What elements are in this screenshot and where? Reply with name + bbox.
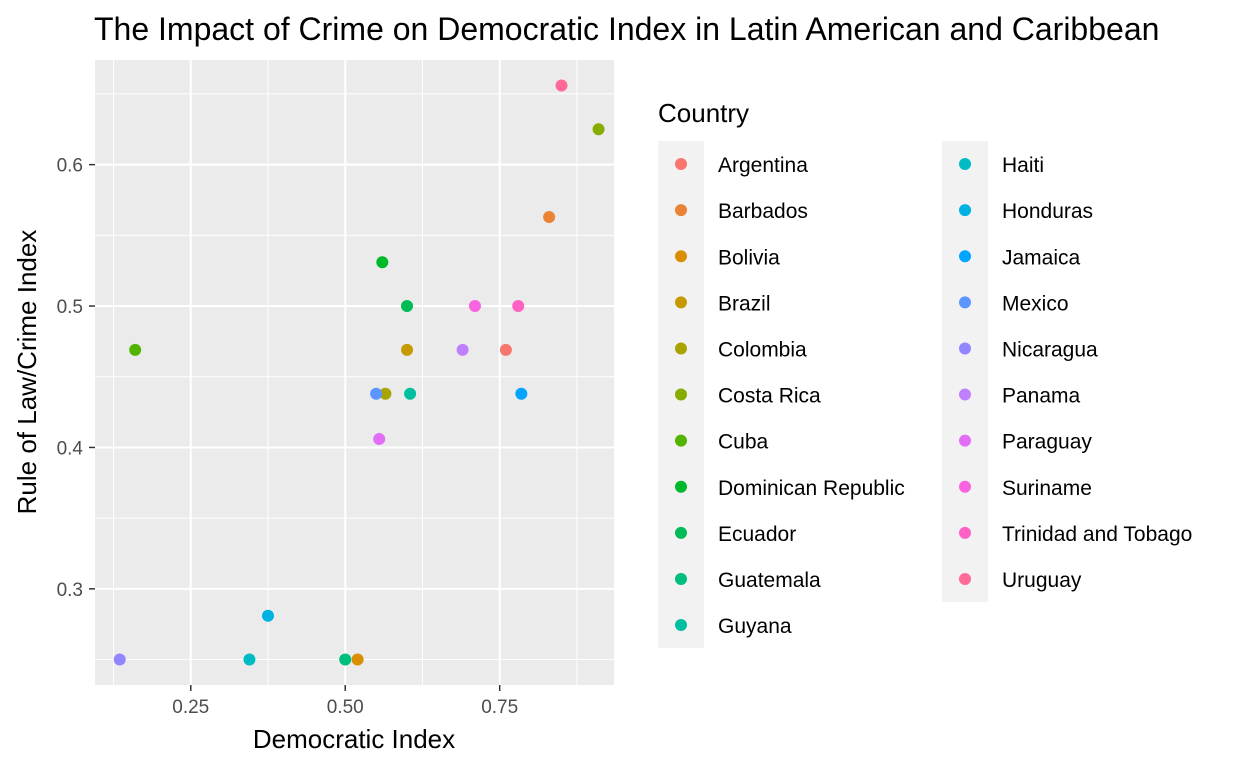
x-tick-label: 0.75 <box>481 697 518 718</box>
x-axis-title: Democratic Index <box>253 724 455 754</box>
data-point <box>370 387 383 400</box>
legend-label: Argentina <box>718 154 808 177</box>
data-point <box>512 300 525 313</box>
y-tick-label: 0.3 <box>57 580 83 601</box>
data-point <box>468 300 481 313</box>
x-tick-label: 0.25 <box>172 697 209 718</box>
y-tick-label: 0.5 <box>57 297 83 318</box>
legend-label: Trinidad and Tobago <box>1002 523 1192 546</box>
legend-key <box>959 388 971 401</box>
data-point <box>401 343 414 356</box>
legend-label: Guyana <box>718 615 792 638</box>
legend-key <box>959 204 971 217</box>
legend-label: Costa Rica <box>718 385 821 408</box>
legend: Country Argentina Barbados Bolivia Brazil Co… <box>658 98 1192 649</box>
legend-label: Paraguay <box>1002 431 1092 454</box>
y-axis-ticks: 0.3 0.4 0.5 0.6 <box>57 156 95 601</box>
legend-label: Guatemala <box>718 569 821 592</box>
data-point <box>499 343 512 356</box>
data-point <box>339 653 352 666</box>
data-point <box>456 343 469 356</box>
legend-key <box>959 434 971 447</box>
data-point <box>129 343 142 356</box>
legend-key <box>675 572 687 585</box>
data-point <box>351 653 364 666</box>
y-tick-label: 0.6 <box>57 156 83 177</box>
legend-label: Uruguay <box>1002 569 1082 592</box>
data-point <box>592 123 605 136</box>
legend-key <box>675 296 687 309</box>
y-tick-label: 0.4 <box>57 438 84 459</box>
data-point <box>373 432 386 445</box>
legend-label: Barbados <box>718 200 808 223</box>
legend-label: Honduras <box>1002 200 1093 223</box>
legend-title: Country <box>658 98 749 128</box>
data-point <box>401 300 414 313</box>
legend-key <box>959 342 971 355</box>
legend-label: Colombia <box>718 338 807 361</box>
major-gridlines <box>95 60 614 685</box>
data-point <box>113 653 126 666</box>
x-tick-label: 0.50 <box>327 697 364 718</box>
data-point <box>376 256 389 269</box>
legend-key <box>675 480 687 493</box>
legend-key <box>959 526 971 539</box>
legend-key <box>675 434 687 447</box>
data-point <box>543 210 556 223</box>
legend-label: Nicaragua <box>1002 338 1098 361</box>
legend-key <box>675 250 687 263</box>
legend-key-background <box>942 141 988 602</box>
legend-key <box>675 388 687 401</box>
data-point <box>379 387 392 400</box>
legend-label: Cuba <box>718 431 769 454</box>
legend-label: Bolivia <box>718 246 780 269</box>
legend-key <box>675 204 687 217</box>
legend-label: Brazil <box>718 292 771 315</box>
legend-key <box>675 342 687 355</box>
legend-label: Jamaica <box>1002 246 1081 269</box>
data-point <box>555 79 568 92</box>
legend-key <box>959 250 971 263</box>
legend-key <box>959 158 971 171</box>
legend-key <box>675 526 687 539</box>
plot-panel <box>95 60 614 685</box>
data-points <box>113 79 605 666</box>
legend-label: Dominican Republic <box>718 477 905 500</box>
data-point <box>515 387 528 400</box>
y-axis-title: Rule of Law/Crime Index <box>12 230 42 515</box>
legend-label: Panama <box>1002 385 1081 408</box>
data-point <box>262 609 274 622</box>
legend-key <box>675 619 687 632</box>
chart-title: The Impact of Crime on Democratic Index … <box>94 11 1159 47</box>
legend-key <box>959 296 971 309</box>
legend-label: Mexico <box>1002 292 1069 315</box>
x-axis-ticks: 0.25 0.50 0.75 <box>172 685 518 718</box>
legend-key <box>959 572 971 585</box>
legend-label: Suriname <box>1002 477 1092 500</box>
legend-items: Argentina Barbados Bolivia Brazil Colombia Co… <box>658 141 1192 649</box>
legend-key <box>675 158 687 171</box>
legend-key <box>959 480 971 493</box>
data-point <box>243 653 256 666</box>
legend-label: Ecuador <box>718 523 796 546</box>
legend-label: Haiti <box>1002 154 1044 177</box>
data-point <box>404 387 417 400</box>
